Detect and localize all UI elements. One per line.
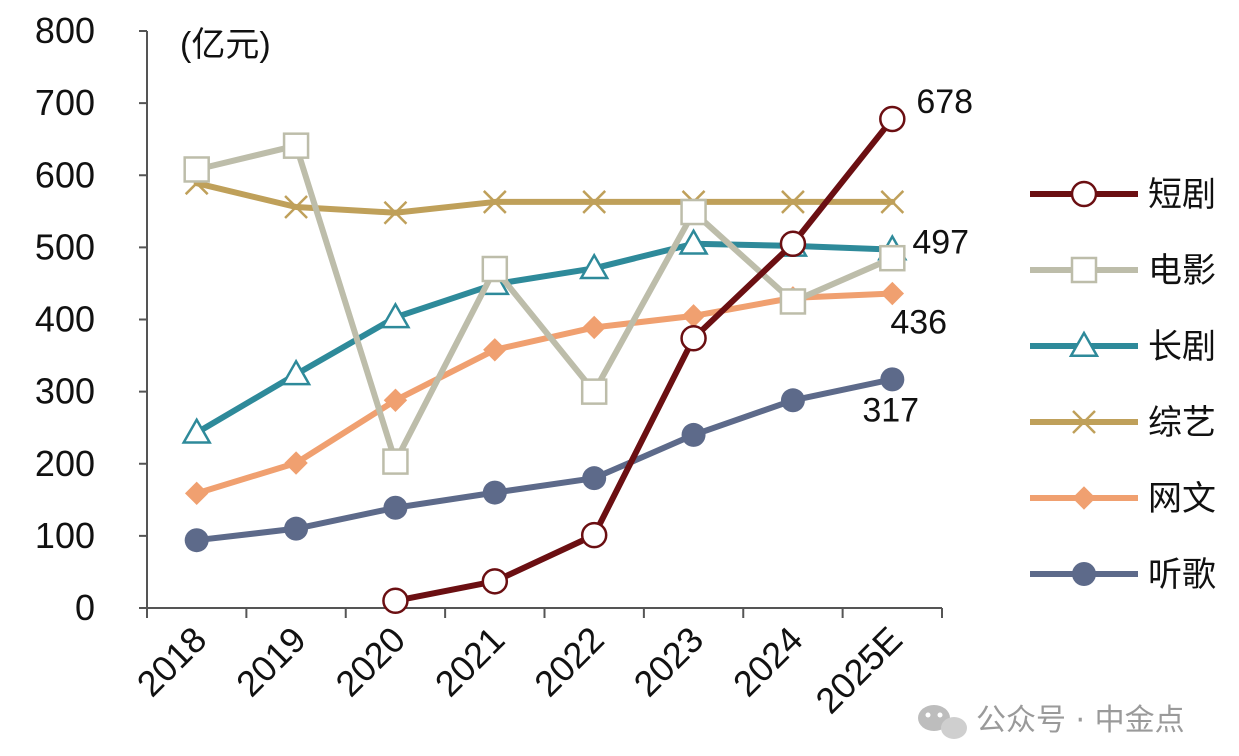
series-4: [184, 171, 905, 225]
data-point: [880, 281, 905, 306]
legend-item: 短剧: [1030, 175, 1216, 215]
data-point: [580, 521, 608, 549]
data-point: [781, 190, 805, 214]
data-label: 678: [916, 83, 973, 121]
watermark-text: 公众号 · 中金点: [976, 703, 1185, 738]
legend-label: 网文: [1148, 479, 1216, 519]
data-point: [382, 587, 409, 615]
data-point: [383, 200, 408, 225]
data-point: [879, 105, 906, 133]
data-point: [680, 325, 707, 352]
data-point: [184, 528, 209, 553]
y-tick-label: 300: [35, 371, 95, 412]
data-point: [681, 304, 706, 328]
y-tick-label: 100: [35, 515, 95, 556]
data-point: [879, 244, 906, 272]
y-tick-label: 800: [35, 10, 95, 51]
data-point: [184, 481, 209, 506]
data-point: [580, 378, 608, 405]
y-tick-label: 600: [35, 154, 95, 195]
legend-item: 网文: [1030, 479, 1216, 519]
series-line: [392, 115, 896, 604]
legend-item: 综艺: [1030, 403, 1216, 443]
x-tick-label: 2020: [327, 619, 413, 705]
legend-label: 电影: [1148, 251, 1216, 291]
data-point: [582, 466, 607, 491]
data-point: [1072, 410, 1096, 434]
data-labels: 678 497 436 317: [862, 83, 973, 429]
data-point: [880, 367, 905, 392]
y-tick-label: 700: [35, 82, 95, 123]
data-point: [181, 417, 212, 444]
data-point: [482, 480, 507, 505]
y-tick-label: 0: [75, 587, 95, 628]
series-2: [183, 132, 906, 475]
legend-item: 长剧: [1030, 327, 1216, 367]
data-point: [680, 198, 707, 226]
data-point: [1072, 486, 1096, 510]
legend-label: 短剧: [1148, 175, 1216, 215]
data-label: 317: [862, 391, 919, 429]
data-point: [681, 422, 706, 447]
x-tick-label: 2019: [228, 619, 314, 705]
legend-label: 综艺: [1148, 403, 1216, 443]
y-tick-label: 200: [35, 443, 95, 484]
x-tick-label: 2021: [427, 619, 513, 705]
legend-item: 听歌: [1030, 555, 1216, 595]
series-line: [193, 142, 896, 465]
data-point: [483, 338, 507, 362]
data-point: [482, 190, 507, 214]
data-point: [780, 388, 805, 413]
legend-label: 听歌: [1148, 555, 1216, 595]
data-point: [678, 228, 709, 255]
data-point: [383, 388, 408, 412]
series-line: [193, 240, 896, 436]
data-point: [1068, 330, 1100, 357]
x-tick-label: 2023: [626, 619, 712, 705]
data-point: [284, 451, 308, 475]
y-tick-label: 500: [35, 226, 95, 267]
x-tick-label: 2024: [725, 619, 811, 705]
data-point: [383, 495, 408, 520]
y-tick-label: 400: [35, 299, 95, 340]
series-1: [382, 105, 906, 615]
legend-label: 长剧: [1148, 327, 1216, 367]
data-point: [280, 358, 312, 386]
data-label: 497: [912, 224, 969, 262]
data-point: [382, 448, 409, 475]
y-unit-label: (亿元): [180, 26, 271, 64]
series-line: [193, 290, 896, 497]
x-tick-label: 2018: [129, 619, 215, 705]
data-point: [284, 195, 308, 219]
watermark: 公众号 · 中金点: [918, 703, 1185, 739]
data-point: [1070, 180, 1098, 208]
data-point: [1072, 562, 1096, 586]
data-point: [380, 301, 411, 329]
data-point: [579, 252, 610, 280]
data-point: [1070, 256, 1098, 284]
series-5: [184, 281, 905, 506]
data-point: [183, 156, 210, 183]
data-point: [779, 288, 807, 315]
series-line: [193, 376, 896, 544]
data-point: [582, 190, 607, 214]
x-tick-label: 2022: [526, 619, 612, 705]
series-layer: [181, 105, 908, 615]
data-label: 436: [890, 304, 947, 342]
data-point: [284, 516, 309, 541]
series-6: [184, 367, 905, 553]
wechat-icon: [918, 705, 967, 739]
data-point: [582, 315, 606, 340]
data-point: [282, 132, 310, 159]
data-point: [481, 255, 509, 283]
data-point: [481, 568, 509, 595]
data-point: [880, 190, 905, 214]
x-tick-label: 2025E: [807, 619, 910, 722]
data-point: [779, 230, 807, 258]
legend-item: 电影: [1030, 251, 1216, 291]
